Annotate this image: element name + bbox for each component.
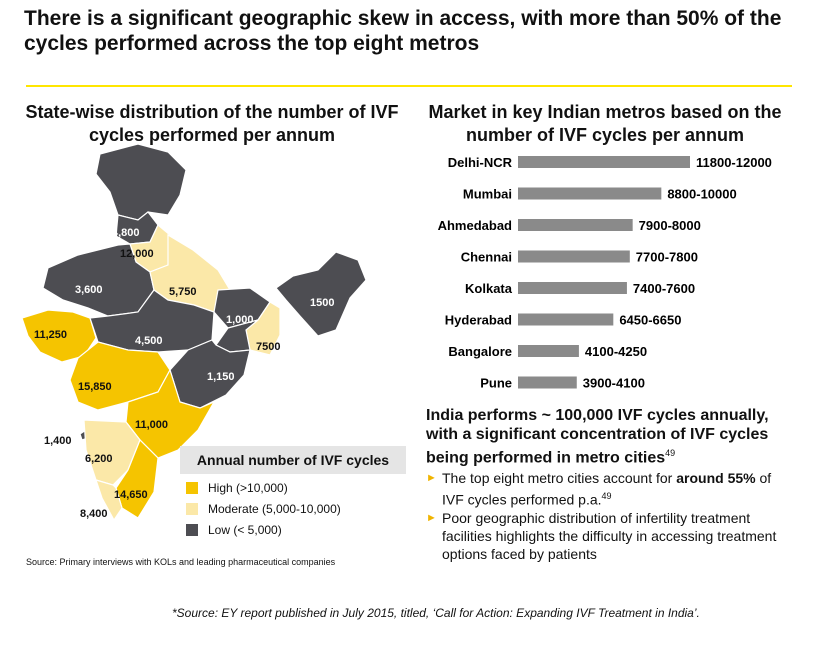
bar-mumbai xyxy=(518,187,662,200)
bullet-1-ref: 49 xyxy=(601,491,612,501)
bar-value-label: 11800-12000 xyxy=(696,155,772,170)
map-title: State-wise distribution of the number of… xyxy=(25,102,399,145)
state-kerala xyxy=(95,479,123,522)
map-label-odisha: 1,150 xyxy=(207,371,235,383)
bar-pune xyxy=(518,376,577,389)
bar-category-label: Pune xyxy=(480,376,512,391)
map-label-rajasthan: 3,600 xyxy=(75,284,103,296)
india-state-map: 4,800 12,000 3,600 5,750 1,000 1500 11,2… xyxy=(21,143,367,522)
bullet-item-2: ► Poor geographic distribution of infert… xyxy=(426,509,796,563)
state-gujarat xyxy=(21,309,97,363)
map-label-bihar: 1,000 xyxy=(226,314,254,326)
bar-chennai xyxy=(518,250,630,263)
footnote: *Source: EY report published in July 201… xyxy=(172,606,700,620)
state-karnataka xyxy=(83,419,141,486)
metro-bar-chart: Delhi-NCR 11800-12000 Mumbai 8800-10000 Ahme… xyxy=(438,155,772,391)
chart-title: Market in key Indian metros based on the… xyxy=(428,102,782,145)
legend-label-high: High (>10,000) xyxy=(208,481,288,495)
map-label-goa: 1,400 xyxy=(44,435,72,447)
accent-divider xyxy=(26,85,792,87)
legend-swatch-high xyxy=(186,482,198,494)
legend-label-moderate: Moderate (5,000-10,000) xyxy=(208,502,341,516)
map-label-karnataka: 6,200 xyxy=(85,453,113,465)
bar-bangalore xyxy=(518,345,579,357)
bar-category-label: Chennai xyxy=(461,250,512,265)
bar-category-label: Bangalore xyxy=(448,344,512,359)
bullet-arrow-icon: ► xyxy=(426,512,437,524)
bar-category-label: Hyderabad xyxy=(445,313,512,328)
bullet-item-1: ► The top eight metro cities account for… xyxy=(426,469,796,509)
map-label-punjab: 12,000 xyxy=(120,248,154,260)
bar-category-label: Kolkata xyxy=(465,281,513,296)
bar-value-label: 4100-4250 xyxy=(585,344,647,359)
legend-label-low: Low (< 5,000) xyxy=(208,523,282,537)
page-headline: There is a significant geographic skew i… xyxy=(24,7,782,55)
state-jammu-kashmir xyxy=(95,143,187,221)
legend-item-high: High (>10,000) xyxy=(186,481,288,495)
bar-category-label: Delhi-NCR xyxy=(448,155,513,170)
bar-value-label: 7700-7800 xyxy=(636,250,698,265)
bar-category-label: Ahmedabad xyxy=(438,218,512,233)
map-label-gujarat: 11,250 xyxy=(34,329,67,341)
summary-ref: 49 xyxy=(665,448,676,458)
summary-statement: India performs ~ 100,000 IVF cycles annu… xyxy=(426,406,796,467)
map-label-west-bengal: 7500 xyxy=(256,341,280,353)
bullet-1-text: The top eight metro cities account for xyxy=(442,470,677,486)
map-label-maharashtra: 15,850 xyxy=(78,381,112,393)
bar-value-label: 6450-6650 xyxy=(619,313,681,328)
map-label-kerala: 8,400 xyxy=(80,508,108,520)
state-northeast xyxy=(275,251,367,337)
map-label-jammu-kashmir: 4,800 xyxy=(112,227,140,239)
bar-value-label: 8800-10000 xyxy=(667,187,736,202)
bullet-1-emphasis: around 55% xyxy=(676,470,756,486)
bar-value-label: 3900-4100 xyxy=(583,376,645,391)
bullet-1-text-end: of IVF cycles performed p.a. xyxy=(442,470,772,508)
map-label-tamil-nadu: 14,650 xyxy=(114,489,148,501)
legend-item-low: Low (< 5,000) xyxy=(186,523,282,537)
map-label-uttar-pradesh: 5,750 xyxy=(169,286,197,298)
bar-category-label: Mumbai xyxy=(463,187,512,202)
legend-item-moderate: Moderate (5,000-10,000) xyxy=(186,502,341,516)
bullet-2-text: Poor geographic distribution of infertil… xyxy=(442,510,777,562)
bar-value-label: 7400-7600 xyxy=(633,281,695,296)
map-label-madhya-pradesh: 4,500 xyxy=(135,335,163,347)
map-label-northeast: 1500 xyxy=(310,297,334,309)
legend-swatch-moderate xyxy=(186,503,198,515)
map-label-andhra: 11,000 xyxy=(135,419,168,431)
bar-hyderabad xyxy=(518,313,614,326)
legend-swatch-low xyxy=(186,524,198,536)
bar-delhi-ncr xyxy=(518,156,690,168)
source-note: Source: Primary interviews with KOLs and… xyxy=(26,557,336,567)
bar-ahmedabad xyxy=(518,219,633,231)
bullet-arrow-icon: ► xyxy=(426,472,437,484)
legend-title: Annual number of IVF cycles xyxy=(180,446,406,474)
summary-text: India performs ~ 100,000 IVF cycles annu… xyxy=(426,407,769,467)
bar-kolkata xyxy=(518,282,627,294)
bar-value-label: 7900-8000 xyxy=(639,218,701,233)
